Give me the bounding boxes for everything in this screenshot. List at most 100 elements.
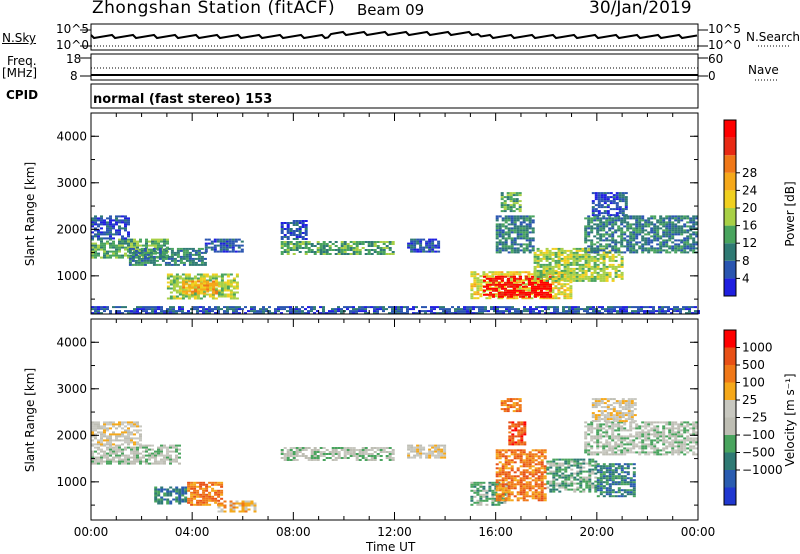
range-gate-cell [510,475,514,478]
range-gate-cell [226,295,230,298]
range-gate-cell [231,238,235,241]
range-gate-cell [190,277,194,280]
range-gate-cell [501,249,505,252]
range-gate-cell [510,281,513,284]
range-gate-cell [594,210,598,213]
range-gate-cell [538,312,541,315]
range-gate-cell [133,443,136,446]
range-gate-cell [525,245,529,248]
range-gate-cell [539,249,543,252]
range-gate-cell [510,285,513,288]
range-gate-cell [206,280,210,283]
range-gate-cell [522,483,526,486]
range-gate-cell [476,279,480,282]
range-gate-cell [253,504,257,507]
range-gate-cell [641,245,645,248]
range-gate-cell [118,231,121,234]
range-gate-cell [292,249,296,251]
range-gate-cell [193,277,197,280]
range-gate-cell [136,246,139,249]
range-gate-cell [501,275,504,278]
velocity-heatmap [91,398,699,513]
range-gate-cell [346,447,350,449]
range-gate-cell [118,254,121,257]
range-gate-cell [528,223,532,226]
range-gate-cell [516,479,520,482]
range-gate-cell [614,239,618,242]
range-gate-cell [598,312,601,315]
range-gate-cell [586,306,589,309]
range-gate-cell [653,229,657,232]
range-gate-cell [139,312,142,315]
range-gate-cell [606,206,610,209]
range-gate-cell [283,306,286,309]
range-gate-cell [516,499,520,502]
range-gate-cell [517,443,521,446]
range-gate-cell [214,489,218,492]
range-gate-cell [507,231,511,234]
range-gate-cell [220,481,224,484]
range-gate-cell [358,455,362,457]
range-gate-cell [364,449,368,451]
range-gate-cell [504,249,508,252]
range-gate-cell [94,460,97,463]
range-gate-cell [235,281,239,284]
range-gate-cell [238,504,242,507]
range-gate-cell [599,245,603,248]
range-gate-cell [364,459,368,461]
range-gate-cell [523,431,527,434]
range-gate-cell [370,245,374,247]
range-gate-cell [157,488,161,491]
range-gate-cell [692,243,696,246]
range-gate-cell [457,308,460,311]
range-gate-cell [647,225,651,228]
range-gate-cell [208,295,212,298]
range-gate-cell [310,249,314,251]
range-gate-cell [145,240,148,243]
range-gate-cell [641,239,645,242]
range-gate-cell [641,247,645,250]
range-gate-cell [91,443,94,446]
range-gate-cell [503,408,507,411]
range-gate-cell [523,441,527,444]
range-gate-cell [97,248,100,251]
range-gate-cell [493,308,496,311]
range-gate-cell [103,425,106,428]
range-gate-cell [491,499,495,502]
nave-label: Nave [748,63,779,77]
range-gate-cell [419,450,423,453]
range-gate-cell [283,447,287,449]
range-gate-cell [322,253,326,255]
range-gate-cell [565,306,568,309]
range-gate-cell [112,439,115,442]
range-gate-cell [121,237,124,240]
range-gate-cell [491,271,495,274]
range-gate-cell [136,450,139,453]
range-gate-cell [428,246,432,249]
range-gate-cell [542,263,546,266]
range-gate-cell [196,489,200,492]
range-gate-cell [157,240,160,243]
range-gate-cell [546,287,549,290]
range-gate-cell [584,237,588,240]
range-gate-cell [500,271,504,274]
range-gate-cell [373,457,377,459]
range-gate-cell [217,506,221,509]
range-gate-cell [217,483,221,486]
range-gate-cell [620,229,624,232]
range-gate-cell [538,310,541,313]
range-gate-cell [491,273,495,276]
range-gate-cell [425,244,429,247]
range-gate-cell [476,501,480,504]
range-gate-cell [536,273,540,276]
range-gate-cell [528,483,532,486]
velocity-region [280,447,395,461]
range-gate-cell [166,312,169,315]
range-gate-cell [537,291,540,294]
range-gate-cell [505,308,508,311]
range-gate-cell [115,256,118,259]
range-gate-cell [479,285,483,288]
range-gate-cell [340,241,344,243]
range-gate-cell [519,245,523,248]
range-gate-cell [97,425,100,428]
